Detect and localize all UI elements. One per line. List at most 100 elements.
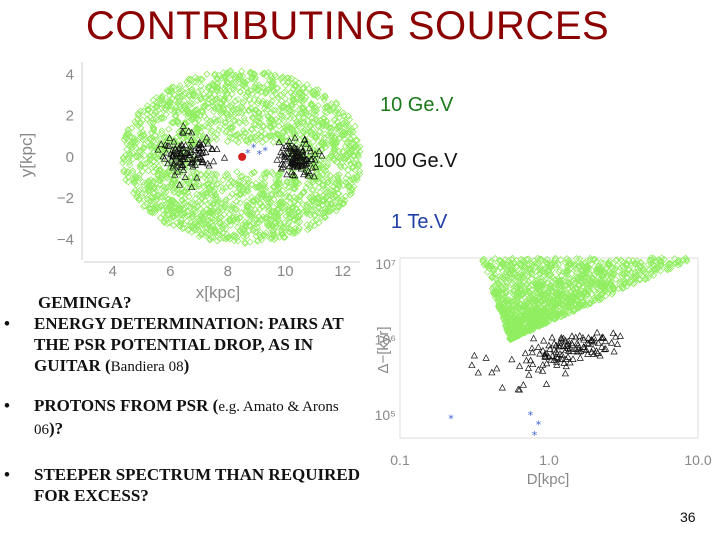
green-diamond-point (566, 260, 574, 268)
green-diamond-point (337, 163, 345, 171)
green-diamond-point (221, 119, 229, 127)
energy-label-100gev: 100 Ge.V (373, 150, 458, 172)
black-triangle-point (515, 385, 524, 393)
green-diamond-point (226, 133, 234, 141)
green-diamond-point (236, 199, 244, 207)
green-diamond-point (613, 262, 621, 270)
green-diamond-point (261, 89, 269, 98)
green-diamond-point (263, 219, 271, 227)
green-diamond-point (240, 97, 248, 105)
green-diamond-point (145, 105, 153, 113)
green-diamond-point (268, 234, 276, 242)
green-diamond-point (200, 214, 208, 222)
green-diamond-point (313, 194, 322, 202)
black-triangle-point (589, 344, 597, 352)
green-diamond-point (602, 273, 610, 281)
black-triangle-point (185, 127, 193, 134)
green-diamond-point (354, 144, 362, 152)
green-diamond-point (568, 270, 576, 278)
green-diamond-point (201, 219, 209, 228)
green-diamond-point (214, 79, 222, 87)
green-diamond-point (252, 136, 261, 145)
green-diamond-point (135, 153, 143, 161)
black-triangle-point (183, 149, 191, 157)
green-diamond-point (531, 280, 540, 288)
green-diamond-point (268, 97, 276, 105)
green-diamond-point (253, 216, 261, 224)
green-diamond-point (583, 301, 591, 309)
black-triangle-point (609, 329, 617, 336)
green-diamond-point (288, 103, 296, 111)
green-diamond-point (229, 231, 237, 239)
green-diamond-point (514, 288, 522, 296)
green-diamond-point (286, 178, 294, 186)
green-diamond-point (562, 282, 570, 290)
green-diamond-point (160, 187, 168, 195)
bullet-glyph: • (4, 396, 10, 415)
green-diamond-point (229, 200, 237, 208)
green-diamond-point (292, 126, 300, 135)
green-diamond-point (524, 255, 532, 263)
green-diamond-point (205, 216, 213, 224)
green-diamond-point (174, 117, 182, 125)
green-diamond-point (163, 98, 171, 106)
green-diamond-point (304, 124, 312, 132)
green-diamond-point (148, 128, 156, 137)
black-triangle-point (482, 354, 490, 361)
green-diamond-point (164, 87, 172, 95)
green-diamond-point (576, 285, 585, 294)
green-diamond-point (494, 295, 502, 303)
green-diamond-point (351, 122, 359, 130)
green-diamond-point (185, 211, 193, 220)
green-diamond-point (505, 325, 513, 333)
green-diamond-point (225, 216, 233, 224)
green-diamond-point (336, 134, 344, 142)
green-diamond-point (180, 224, 188, 232)
green-diamond-point (179, 204, 187, 213)
green-diamond-point (496, 287, 504, 295)
green-diamond-point (294, 207, 303, 216)
green-diamond-point (207, 93, 215, 102)
green-diamond-point (182, 85, 190, 93)
green-diamond-point (281, 95, 289, 103)
green-diamond-point (247, 212, 256, 220)
green-diamond-point (279, 200, 287, 208)
black-triangle-point (590, 334, 598, 341)
green-diamond-point (340, 200, 348, 208)
green-diamond-point (201, 196, 209, 205)
green-diamond-point (583, 290, 591, 298)
black-triangle-point (522, 356, 530, 364)
green-diamond-point (237, 191, 245, 199)
black-triangle-point (534, 343, 542, 350)
green-diamond-point (520, 273, 528, 282)
green-diamond-point (236, 226, 244, 234)
green-diamond-point (206, 89, 214, 97)
green-diamond-point (517, 255, 525, 263)
green-diamond-point (243, 184, 252, 193)
green-diamond-point (246, 238, 254, 246)
green-diamond-point (526, 325, 534, 333)
black-triangle-point (584, 350, 592, 357)
green-diamond-point (512, 307, 520, 315)
green-diamond-point (295, 196, 303, 204)
green-diamond-point (351, 166, 359, 174)
green-diamond-point (320, 141, 328, 149)
black-triangle-point (561, 336, 570, 344)
green-diamond-point (312, 91, 320, 99)
black-triangle-point (292, 159, 301, 166)
green-diamond-point (524, 324, 532, 332)
green-diamond-point (244, 89, 252, 97)
green-diamond-point (232, 78, 240, 86)
green-diamond-point (181, 105, 189, 113)
green-diamond-point (641, 275, 650, 283)
green-diamond-point (124, 178, 132, 186)
blue-star-point: * (245, 147, 251, 160)
green-diamond-point (268, 190, 276, 198)
black-triangle-point (288, 167, 296, 175)
green-diamond-point (589, 255, 597, 264)
black-triangle-point (519, 381, 527, 388)
black-triangle-point (154, 145, 162, 153)
black-triangle-point (594, 339, 602, 346)
black-triangle-point (283, 170, 291, 178)
green-diamond-point (216, 100, 224, 108)
